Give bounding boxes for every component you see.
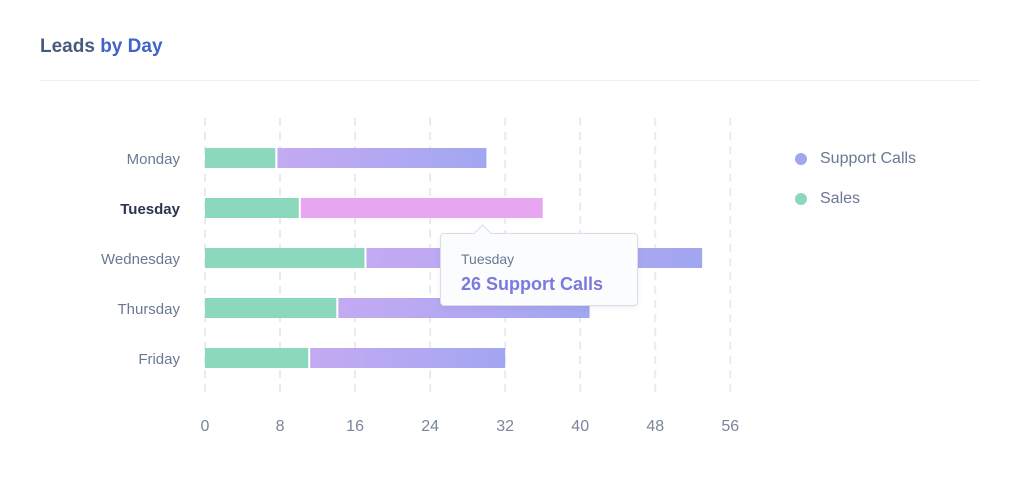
bar-sales-thursday[interactable] (205, 298, 337, 318)
bar-sales-monday[interactable] (205, 148, 276, 168)
legend-item-sales[interactable]: Sales (795, 188, 916, 210)
bar-support-calls-friday[interactable] (310, 348, 506, 368)
y-category-label: Wednesday (101, 251, 180, 268)
bar-sales-friday[interactable] (205, 348, 309, 368)
y-category-label: Tuesday (120, 201, 180, 218)
x-tick-label: 16 (346, 418, 364, 435)
y-category-label: Thursday (117, 301, 180, 318)
bar-sales-wednesday[interactable] (205, 248, 365, 268)
x-tick-label: 8 (276, 418, 285, 435)
chart-legend: Support Calls Sales (795, 148, 916, 228)
chart-title: Leads by Day (40, 36, 163, 58)
x-tick-label: 32 (496, 418, 514, 435)
chart-title-part1: Leads (40, 36, 95, 57)
chart-tooltip: Tuesday 26 Support Calls (440, 224, 638, 306)
bar-support-calls-monday[interactable] (277, 148, 487, 168)
x-tick-label: 40 (571, 418, 589, 435)
tooltip-value: 26 Support Calls (461, 274, 604, 294)
title-divider (40, 80, 980, 81)
bar-sales-tuesday[interactable] (205, 198, 299, 218)
tooltip-day: Tuesday (461, 251, 515, 267)
legend-dot-sales (795, 193, 807, 205)
legend-label-sales: Sales (820, 190, 861, 207)
x-tick-label: 56 (721, 418, 739, 435)
legend-label-support-calls: Support Calls (820, 150, 917, 167)
chart-title-part2: by Day (100, 36, 163, 57)
x-tick-label: 24 (421, 418, 439, 435)
x-tick-label: 48 (646, 418, 664, 435)
bar-support-calls-tuesday[interactable] (300, 198, 543, 218)
y-category-label: Friday (138, 351, 180, 368)
legend-dot-support-calls (795, 153, 807, 165)
legend-item-support-calls[interactable]: Support Calls (795, 148, 916, 170)
y-category-label: Monday (127, 151, 181, 168)
x-tick-label: 0 (201, 418, 210, 435)
